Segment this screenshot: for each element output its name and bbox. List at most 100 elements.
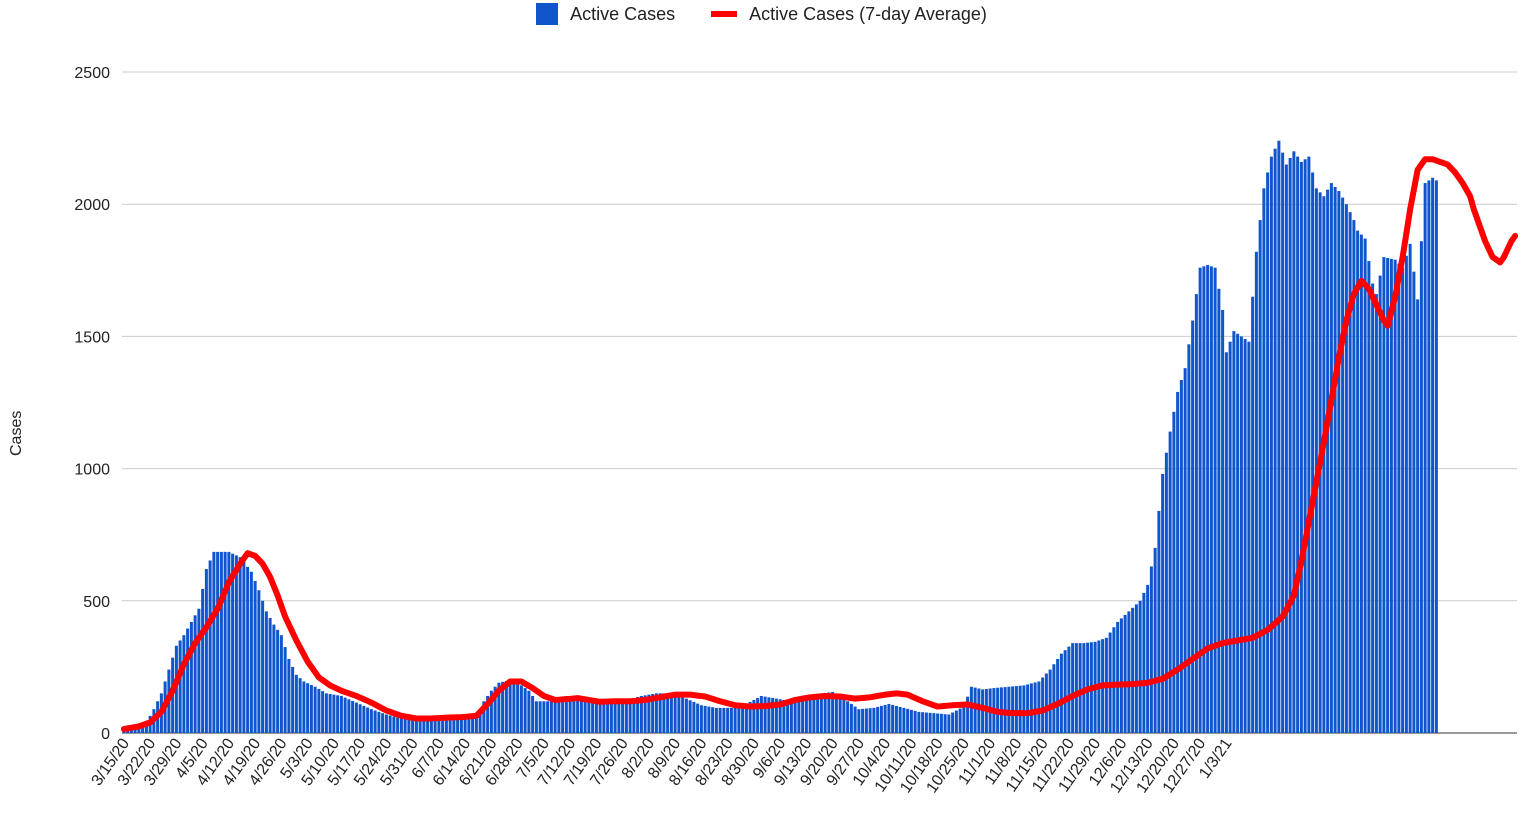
bar xyxy=(347,699,351,733)
bar xyxy=(486,695,490,733)
bar xyxy=(253,580,257,733)
bar xyxy=(238,557,242,733)
bar xyxy=(726,707,730,733)
bar xyxy=(557,698,561,733)
y-tick-label-500: 500 xyxy=(83,594,110,611)
bar xyxy=(279,635,283,733)
bar xyxy=(981,689,985,733)
bar xyxy=(317,688,321,733)
bar xyxy=(396,717,400,733)
bar xyxy=(849,703,853,733)
bar xyxy=(403,718,407,733)
bar xyxy=(257,590,261,733)
bar xyxy=(816,694,820,733)
bar xyxy=(1149,566,1153,733)
bar xyxy=(1179,380,1183,733)
bar xyxy=(422,720,426,733)
bar xyxy=(793,700,797,733)
bar xyxy=(546,701,550,733)
bar xyxy=(883,704,887,733)
bar xyxy=(437,720,441,733)
bar xyxy=(1299,161,1303,733)
average-line-series xyxy=(120,156,1519,733)
bar xyxy=(609,702,613,733)
bar xyxy=(1393,259,1397,733)
bar xyxy=(654,693,658,733)
bar xyxy=(433,720,437,733)
bar xyxy=(932,713,936,733)
bar xyxy=(718,707,722,733)
bar xyxy=(1371,283,1375,733)
bar xyxy=(1221,309,1225,733)
bar xyxy=(879,705,883,733)
bar xyxy=(1142,592,1146,733)
bar xyxy=(681,697,685,733)
bar xyxy=(1247,341,1251,733)
legend-label-7-day-average: Active Cases (7-day Average) xyxy=(749,3,987,24)
bar xyxy=(1011,686,1015,733)
bar xyxy=(204,569,208,733)
bar xyxy=(1026,684,1030,733)
legend-swatch-bars xyxy=(536,3,559,25)
bar xyxy=(868,708,872,733)
bar xyxy=(606,702,610,733)
bar xyxy=(958,708,962,733)
bar xyxy=(969,686,973,733)
bar xyxy=(1041,677,1045,733)
bar xyxy=(898,706,902,733)
bar xyxy=(699,705,703,733)
bar xyxy=(268,617,272,733)
bar xyxy=(351,700,355,733)
y-tick-label-1500: 1500 xyxy=(74,329,110,346)
bar xyxy=(1322,196,1326,733)
bar xyxy=(501,681,505,733)
bar xyxy=(362,705,366,733)
bar xyxy=(707,706,711,733)
bar xyxy=(823,692,827,733)
bar xyxy=(1074,643,1078,733)
bar xyxy=(133,727,137,733)
bar xyxy=(231,553,235,733)
bar xyxy=(377,711,381,733)
legend-item-active-cases: Active Cases xyxy=(536,3,675,25)
bar xyxy=(456,718,460,733)
bar xyxy=(418,719,422,733)
bar xyxy=(902,707,906,733)
bar xyxy=(272,624,276,733)
bar xyxy=(1063,650,1067,733)
bar xyxy=(1273,148,1277,733)
bar xyxy=(872,707,876,733)
bar xyxy=(1071,643,1075,733)
bar xyxy=(276,629,280,733)
bar xyxy=(1187,344,1191,733)
bar xyxy=(321,691,325,733)
bar xyxy=(1348,212,1352,733)
bar xyxy=(1161,473,1165,733)
bar xyxy=(1153,547,1157,733)
bar xyxy=(1401,267,1405,733)
bar xyxy=(741,704,745,733)
bar xyxy=(242,562,246,733)
y-tick-label-1000: 1000 xyxy=(74,462,110,479)
bar xyxy=(426,720,430,733)
bar xyxy=(1423,183,1427,734)
bar xyxy=(261,600,265,733)
bar xyxy=(1419,241,1423,733)
bar xyxy=(527,690,531,733)
bar xyxy=(294,674,298,733)
bar xyxy=(463,718,467,733)
chart-legend: Active Cases Active Cases (7-day Average… xyxy=(0,3,1523,25)
bar xyxy=(801,700,805,733)
bar xyxy=(144,722,148,733)
bar xyxy=(1202,266,1206,733)
bar xyxy=(1314,188,1318,734)
bar xyxy=(291,666,295,733)
bar xyxy=(1311,172,1315,734)
bar xyxy=(182,635,186,733)
legend-item-7-day-average: Active Cases (7-day Average) xyxy=(711,3,987,25)
bar xyxy=(388,715,392,733)
bar xyxy=(688,700,692,733)
bar xyxy=(504,681,508,733)
bar xyxy=(328,694,332,733)
bar xyxy=(1307,156,1311,734)
